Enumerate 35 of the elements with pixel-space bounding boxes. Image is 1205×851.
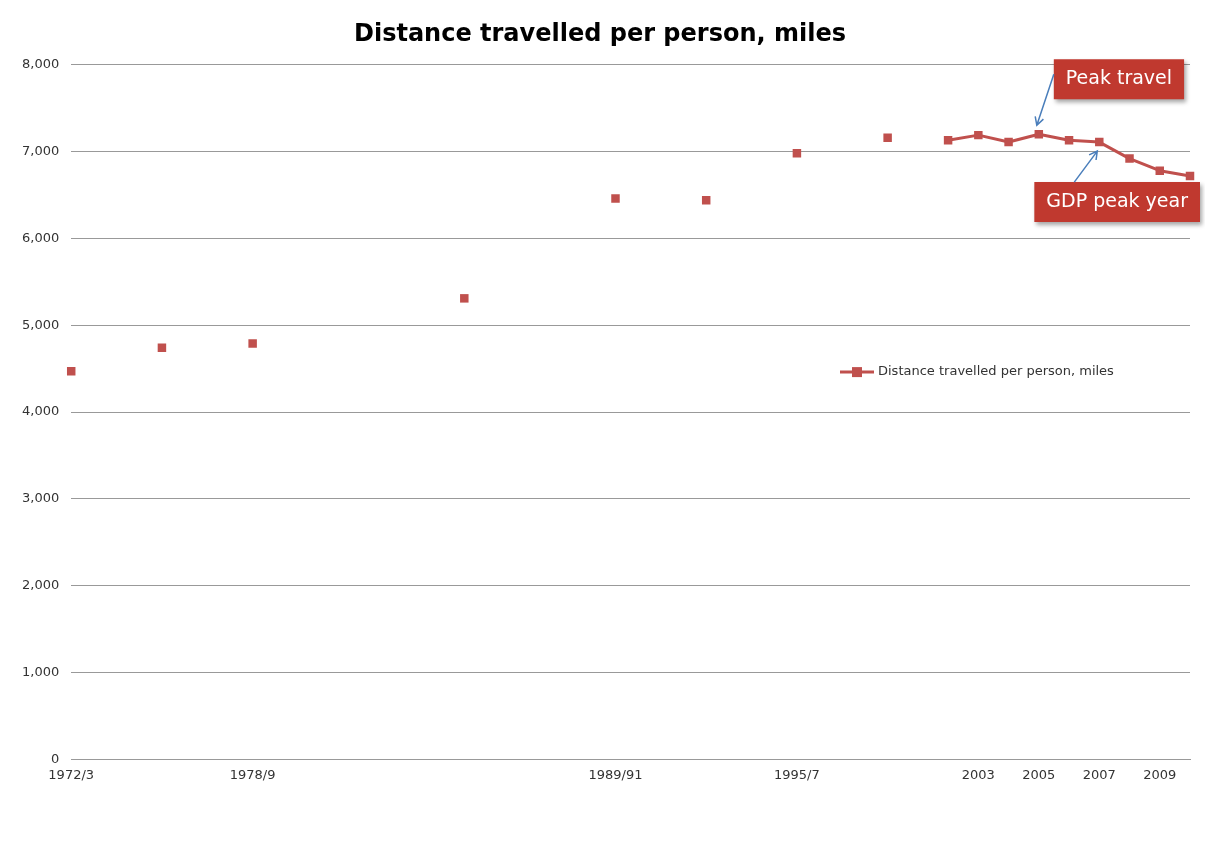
y-tick-label: 0 xyxy=(50,750,60,766)
point xyxy=(792,149,802,158)
point xyxy=(1064,136,1074,145)
point xyxy=(1155,166,1165,175)
x-tick-label: 1978/9 xyxy=(229,766,276,782)
point xyxy=(1034,130,1044,139)
y-tick-label: 8,000 xyxy=(22,56,60,72)
point xyxy=(611,194,620,203)
annotation: Peak travel xyxy=(1065,66,1173,89)
y-tick-label: 1,000 xyxy=(22,663,60,679)
x-tick-label: 1972/3 xyxy=(48,766,95,782)
point xyxy=(1095,137,1104,147)
x-tick-label: 2007 xyxy=(1082,766,1116,782)
x-tick-label: 2005 xyxy=(1022,766,1056,782)
legend-label: Distance travelled per person, miles xyxy=(878,363,1115,379)
y-tick-label: 2,000 xyxy=(22,577,60,593)
point xyxy=(883,133,892,142)
point xyxy=(943,136,953,145)
point xyxy=(248,339,257,348)
y-tick-label: 5,000 xyxy=(22,316,60,332)
x-tick-label: 1989/91 xyxy=(588,766,643,782)
y-tick-label: 4,000 xyxy=(22,403,60,419)
chart-title: Distance travelled per person, miles xyxy=(353,18,847,47)
y-tick-label: 7,000 xyxy=(22,143,60,158)
x-tick-label: 1995/7 xyxy=(774,766,820,782)
x-tick-label: 2009 xyxy=(1143,766,1177,782)
point xyxy=(1004,137,1013,147)
annotation: GDP peak year xyxy=(1046,189,1189,212)
x-tick-label: 2003 xyxy=(961,766,995,782)
point xyxy=(974,130,983,140)
y-tick-label: 6,000 xyxy=(22,229,60,245)
y-tick-label: 3,000 xyxy=(22,490,60,506)
point xyxy=(460,294,469,303)
point xyxy=(1125,154,1134,163)
point xyxy=(66,367,76,376)
